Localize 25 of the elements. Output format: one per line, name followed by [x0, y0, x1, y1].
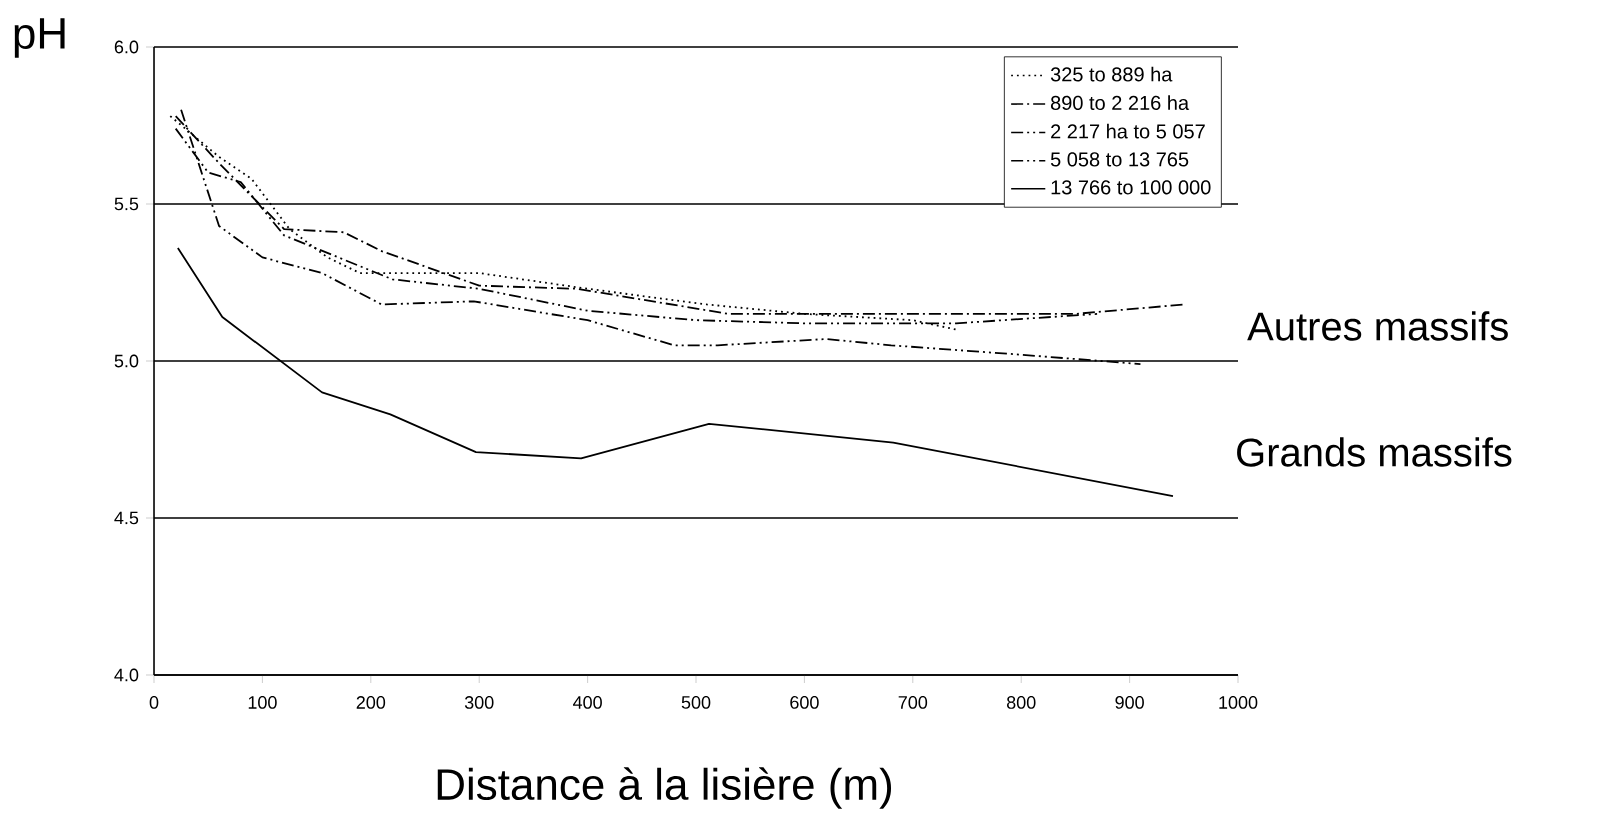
- y-tick-label: 6.0: [114, 40, 139, 54]
- x-tick-label: 0: [149, 696, 159, 709]
- x-tick-label: 200: [356, 696, 386, 709]
- x-tick-label: 600: [790, 696, 819, 709]
- x-tick-label: 400: [573, 696, 602, 709]
- legend-label: 325 to 889 ha: [1050, 66, 1173, 82]
- legend-label: 13 766 to 100 000: [1051, 180, 1211, 195]
- y-tick-label: 4.0: [114, 668, 139, 682]
- x-tick-label: 500: [681, 696, 711, 709]
- x-axis-title: Distance à la lisière (m): [437, 767, 892, 809]
- legend-label: 890 to 2 216 ha: [1050, 95, 1190, 110]
- annotation: Grands massifs: [1237, 437, 1512, 467]
- text: Autres massifs: [1247, 311, 1508, 341]
- y-tick-label: 5.0: [114, 354, 139, 368]
- y-tick-label: 5.5: [114, 197, 139, 211]
- x-tick-label: 800: [1006, 696, 1036, 709]
- x-tick-label: 900: [1115, 696, 1144, 709]
- x-tick-label: 1000: [1219, 696, 1258, 709]
- legend-label: 5 058 to 13 765: [1050, 152, 1189, 167]
- x-tick-label: 700: [898, 696, 928, 709]
- y-axis-title: pH: [14, 18, 65, 58]
- y-tick-label: 4.5: [114, 511, 139, 525]
- x-tick-label: 300: [464, 696, 494, 709]
- x-tick-label: 100: [248, 696, 277, 709]
- legend-label: 2 217 ha to 5 057: [1051, 123, 1205, 139]
